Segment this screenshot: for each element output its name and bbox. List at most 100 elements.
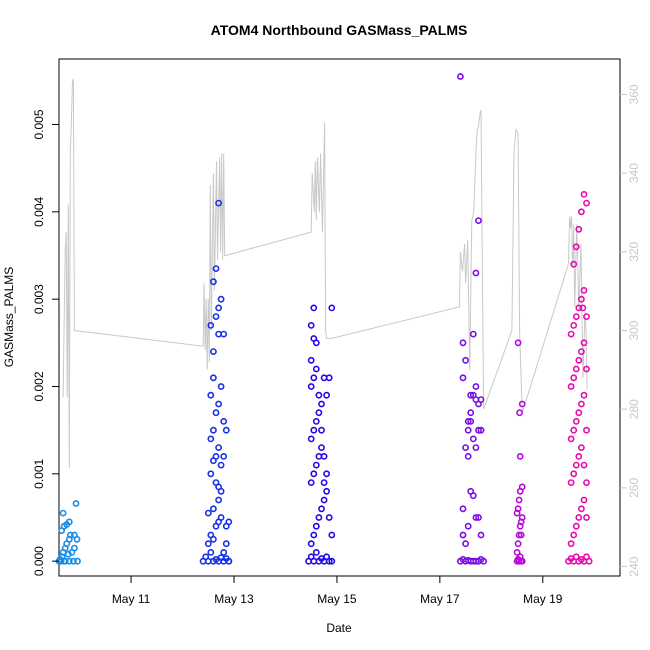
y-axis-right: 240 260 280 300 320 340 360 bbox=[620, 84, 641, 577]
y-tick-label: 0.002 bbox=[32, 371, 46, 401]
data-point bbox=[312, 365, 320, 373]
data-point bbox=[312, 417, 320, 425]
x-axis: May 11 May 13 May 15 May 17 May 19 bbox=[112, 576, 563, 606]
data-point bbox=[207, 435, 215, 443]
data-point bbox=[464, 452, 472, 460]
data-point bbox=[459, 531, 467, 539]
data-point bbox=[220, 549, 228, 556]
data-point bbox=[516, 452, 524, 460]
data-point bbox=[310, 374, 318, 382]
data-point bbox=[74, 557, 81, 565]
data-point bbox=[575, 514, 583, 521]
data-point bbox=[518, 483, 526, 491]
data-point bbox=[514, 339, 522, 347]
data-point bbox=[66, 531, 74, 539]
data-point bbox=[567, 383, 575, 390]
data-point bbox=[514, 540, 522, 548]
data-point bbox=[325, 514, 333, 521]
data-point bbox=[575, 452, 583, 460]
data-point bbox=[583, 426, 590, 434]
chart-title: ATOM4 Northbound GASMass_PALMS bbox=[211, 22, 468, 38]
data-point bbox=[312, 339, 320, 347]
data-point bbox=[515, 496, 523, 504]
data-point bbox=[310, 470, 318, 478]
data-point bbox=[215, 199, 222, 207]
data-point bbox=[328, 531, 336, 539]
data-point bbox=[513, 549, 521, 556]
x-tick-label: May 19 bbox=[523, 592, 563, 606]
data-point bbox=[307, 435, 315, 443]
data-point bbox=[572, 461, 580, 469]
data-point bbox=[204, 540, 212, 548]
data-point bbox=[575, 409, 583, 417]
data-point bbox=[518, 557, 526, 565]
data-point bbox=[475, 426, 482, 434]
data-point bbox=[567, 540, 575, 548]
plot-frame bbox=[58, 58, 621, 577]
data-point bbox=[325, 557, 333, 565]
data-point bbox=[462, 540, 469, 548]
y2-tick-label: 260 bbox=[627, 478, 641, 498]
data-point bbox=[475, 217, 482, 224]
data-point bbox=[567, 330, 575, 338]
data-point bbox=[459, 339, 467, 347]
data-point bbox=[307, 479, 315, 486]
data-point bbox=[583, 479, 590, 486]
point-layer bbox=[55, 73, 593, 565]
data-point bbox=[472, 269, 480, 277]
data-point bbox=[315, 514, 323, 521]
data-point bbox=[583, 514, 590, 521]
data-point bbox=[318, 400, 325, 408]
data-point bbox=[328, 557, 336, 565]
line-layer bbox=[62, 78, 588, 469]
data-point bbox=[209, 426, 217, 434]
data-point bbox=[215, 400, 222, 408]
data-point bbox=[464, 426, 472, 434]
data-point bbox=[579, 304, 587, 312]
data-point bbox=[315, 391, 323, 399]
x-tick-label: May 15 bbox=[317, 592, 357, 606]
data-point bbox=[570, 426, 578, 434]
data-point bbox=[207, 470, 215, 478]
data-point bbox=[320, 452, 328, 460]
data-point bbox=[207, 391, 215, 399]
data-point bbox=[469, 330, 477, 338]
data-point bbox=[215, 496, 222, 504]
data-point bbox=[209, 348, 217, 355]
data-point bbox=[477, 531, 485, 539]
data-point bbox=[467, 391, 475, 399]
data-point bbox=[462, 356, 469, 364]
data-point bbox=[567, 479, 575, 486]
data-point bbox=[73, 535, 81, 543]
x-tick-label: May 13 bbox=[214, 592, 254, 606]
data-point bbox=[312, 549, 320, 556]
data-point bbox=[215, 304, 222, 312]
y2-tick-label: 300 bbox=[627, 320, 641, 340]
data-point bbox=[469, 435, 477, 443]
data-point bbox=[215, 444, 222, 451]
data-point bbox=[570, 260, 578, 268]
data-point bbox=[513, 509, 521, 517]
data-point bbox=[472, 396, 480, 403]
data-point bbox=[578, 444, 585, 451]
y2-tick-label: 240 bbox=[627, 556, 641, 576]
data-point bbox=[580, 286, 588, 294]
data-point bbox=[583, 365, 590, 373]
data-point bbox=[312, 461, 320, 469]
data-point bbox=[570, 321, 578, 329]
data-point bbox=[518, 400, 526, 408]
data-point bbox=[472, 383, 480, 390]
data-point bbox=[464, 417, 472, 425]
data-point bbox=[65, 518, 73, 526]
data-point bbox=[583, 313, 590, 320]
data-point bbox=[225, 557, 233, 565]
data-point bbox=[323, 470, 330, 478]
data-point bbox=[464, 522, 472, 530]
data-point bbox=[462, 444, 469, 451]
y-axis-label: GASMass_PALMS bbox=[2, 267, 16, 367]
data-point bbox=[580, 391, 588, 399]
data-point bbox=[209, 535, 217, 543]
data-point bbox=[72, 500, 80, 507]
data-point bbox=[575, 304, 583, 312]
data-point bbox=[307, 540, 315, 548]
